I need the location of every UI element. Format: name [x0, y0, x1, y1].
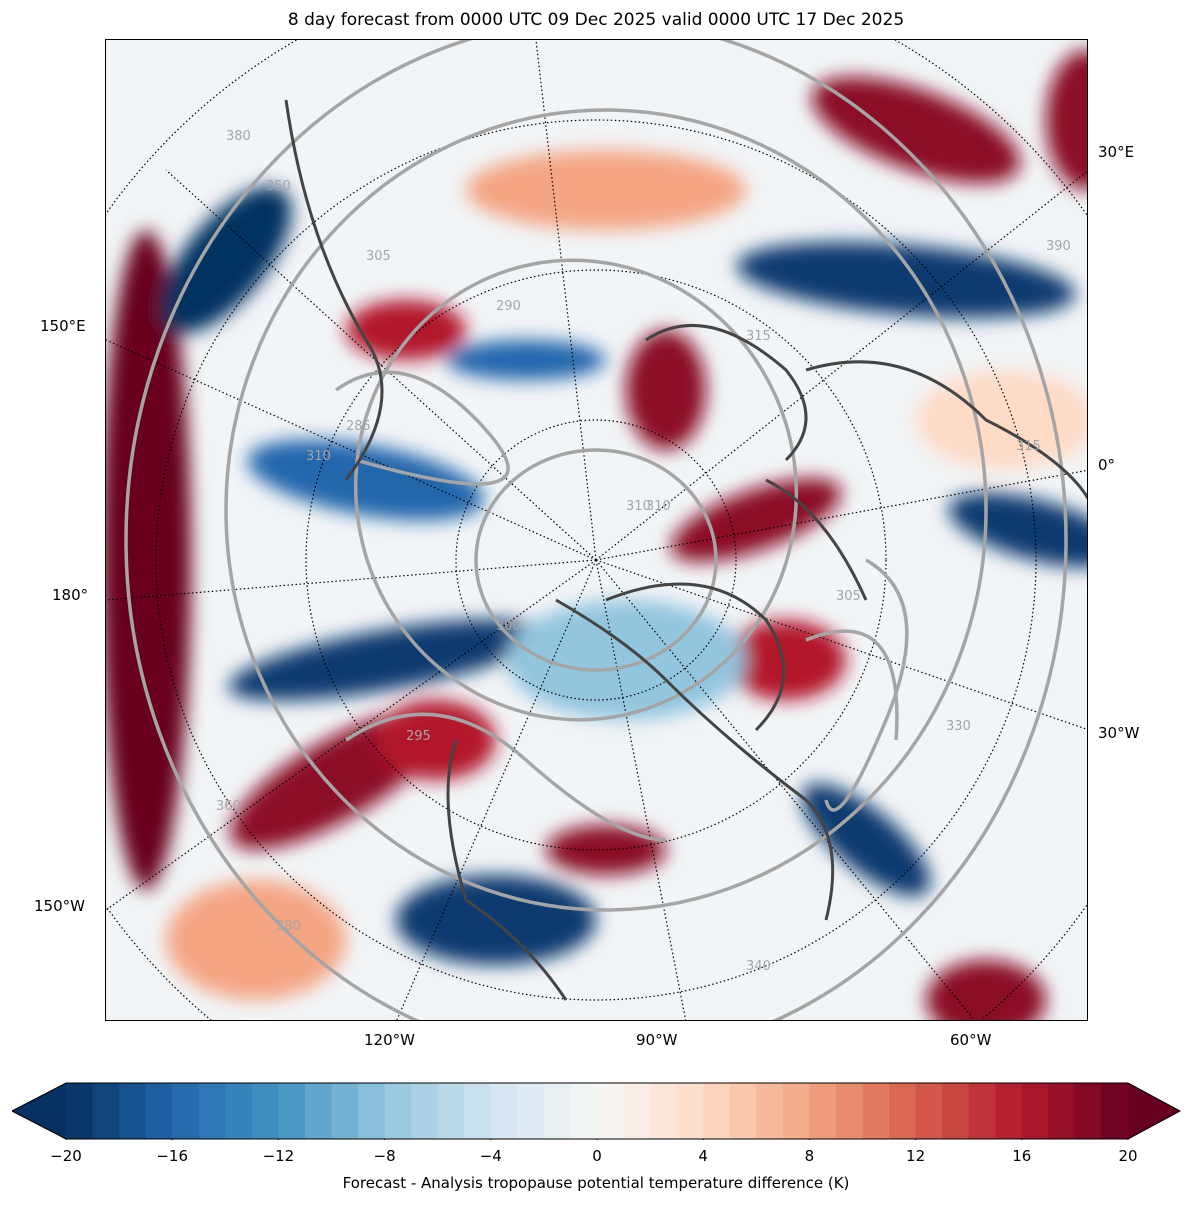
colorbar: [12, 1082, 1182, 1140]
colorbar-bin: [756, 1083, 784, 1139]
colorbar-bin: [650, 1083, 678, 1139]
colorbar-bin: [543, 1083, 572, 1139]
colorbar-bin: [384, 1083, 412, 1139]
coastlines: [284, 99, 1087, 1001]
theta-contours: [124, 40, 1068, 1020]
colorbar-bin: [92, 1083, 120, 1139]
colorbar-bin: [862, 1083, 890, 1139]
map-panel: 380 350 305 290 310 315 285 310 295 300 305 310 330 3…: [105, 39, 1088, 1021]
contour-label: 390: [1046, 239, 1071, 254]
contour-label: 305: [366, 249, 391, 264]
colorbar-bin: [66, 1083, 94, 1139]
colorbar-bin: [119, 1083, 147, 1139]
contour-label: 360: [216, 799, 241, 814]
colorbar-bin: [782, 1083, 810, 1139]
lon-label-90w: 90°W: [636, 1031, 678, 1049]
contour-label: 380: [226, 129, 251, 144]
lon-label-30w: 30°W: [1098, 724, 1140, 742]
colorbar-tick-label: 12: [906, 1147, 926, 1165]
colorbar-bin: [464, 1083, 492, 1139]
colorbar-tick-label: 4: [698, 1147, 708, 1165]
colorbar-bin: [995, 1083, 1023, 1139]
colorbar-bin: [835, 1083, 864, 1139]
colorbar-tick-label: 20: [1118, 1147, 1138, 1165]
colorbar-bin: [915, 1083, 943, 1139]
contour-label: 295: [406, 729, 431, 744]
lon-label-120w: 120°W: [364, 1031, 415, 1049]
colorbar-bin: [331, 1083, 359, 1139]
colorbar-bin: [623, 1083, 651, 1139]
lon-label-180: 180°: [52, 586, 89, 604]
colorbar-tick-label: −4: [479, 1147, 502, 1165]
contour-label: 290: [496, 299, 521, 314]
colorbar-bin: [172, 1083, 200, 1139]
colorbar-tick-label: 8: [804, 1147, 815, 1165]
colorbar-tick-label: 16: [1012, 1147, 1032, 1165]
difference-field: [106, 50, 1087, 1020]
colorbar-bin: [437, 1083, 465, 1139]
chart-title: 8 day forecast from 0000 UTC 09 Dec 2025…: [287, 10, 905, 30]
colorbar-tick-label: −12: [262, 1147, 295, 1165]
contour-label: 310: [306, 449, 331, 464]
colorbar-bin: [517, 1083, 545, 1139]
colorbar-bin: [729, 1083, 757, 1139]
contour-label: 330: [946, 719, 971, 734]
colorbar-bin: [1101, 1083, 1129, 1139]
contour-label: 380: [276, 919, 301, 934]
colorbar-bin: [676, 1083, 704, 1139]
colorbar-bin: [225, 1083, 253, 1139]
colorbar-bin: [1074, 1083, 1103, 1139]
colorbar-bin: [570, 1083, 598, 1139]
colorbar-bin: [942, 1083, 970, 1139]
colorbar-bin: [1048, 1083, 1076, 1139]
colorbar-bin: [278, 1083, 306, 1139]
contour-label: 310: [646, 499, 671, 514]
lon-label-150e: 150°E: [40, 317, 86, 335]
colorbar-tick-label: −20: [50, 1147, 82, 1165]
contour-label: 315: [746, 329, 771, 344]
contour-label: 340: [746, 959, 771, 974]
colorbar-label: Forecast - Analysis tropopause potential…: [342, 1174, 850, 1192]
colorbar-bin: [411, 1083, 439, 1139]
lon-label-60w: 60°W: [950, 1031, 992, 1049]
lon-label-150w: 150°W: [34, 897, 85, 915]
contour-label: 285: [346, 419, 371, 434]
colorbar-extend-min: [12, 1083, 66, 1139]
colorbar-extend-max: [1128, 1083, 1180, 1139]
colorbar-bin: [1021, 1083, 1049, 1139]
colorbar-bin: [145, 1083, 173, 1139]
contour-label: 300: [496, 619, 521, 634]
colorbar-bin: [251, 1083, 279, 1139]
colorbar-bin: [597, 1083, 625, 1139]
colorbar-bin: [304, 1083, 333, 1139]
colorbar-bin: [968, 1083, 996, 1139]
colorbar-bin: [889, 1083, 917, 1139]
lon-label-30e: 30°E: [1098, 143, 1135, 161]
colorbar-bin: [809, 1083, 837, 1139]
colorbar-bin: [703, 1083, 731, 1139]
lon-label-0: 0°: [1098, 456, 1116, 474]
colorbar-bin: [490, 1083, 518, 1139]
contour-label: 350: [266, 179, 291, 194]
contour-label: 315: [1016, 439, 1041, 454]
map-field: 380 350 305 290 310 315 285 310 295 300 305 310 330 3…: [106, 40, 1087, 1020]
graticule: [106, 40, 1087, 1020]
colorbar-tick-label: −8: [373, 1147, 396, 1165]
colorbar-tick-label: 0: [592, 1147, 602, 1165]
contour-label: 305: [836, 589, 861, 604]
contour-label: 310: [626, 499, 651, 514]
colorbar-bin: [198, 1083, 226, 1139]
colorbar-tick-label: −16: [156, 1147, 189, 1165]
colorbar-bin: [358, 1083, 386, 1139]
